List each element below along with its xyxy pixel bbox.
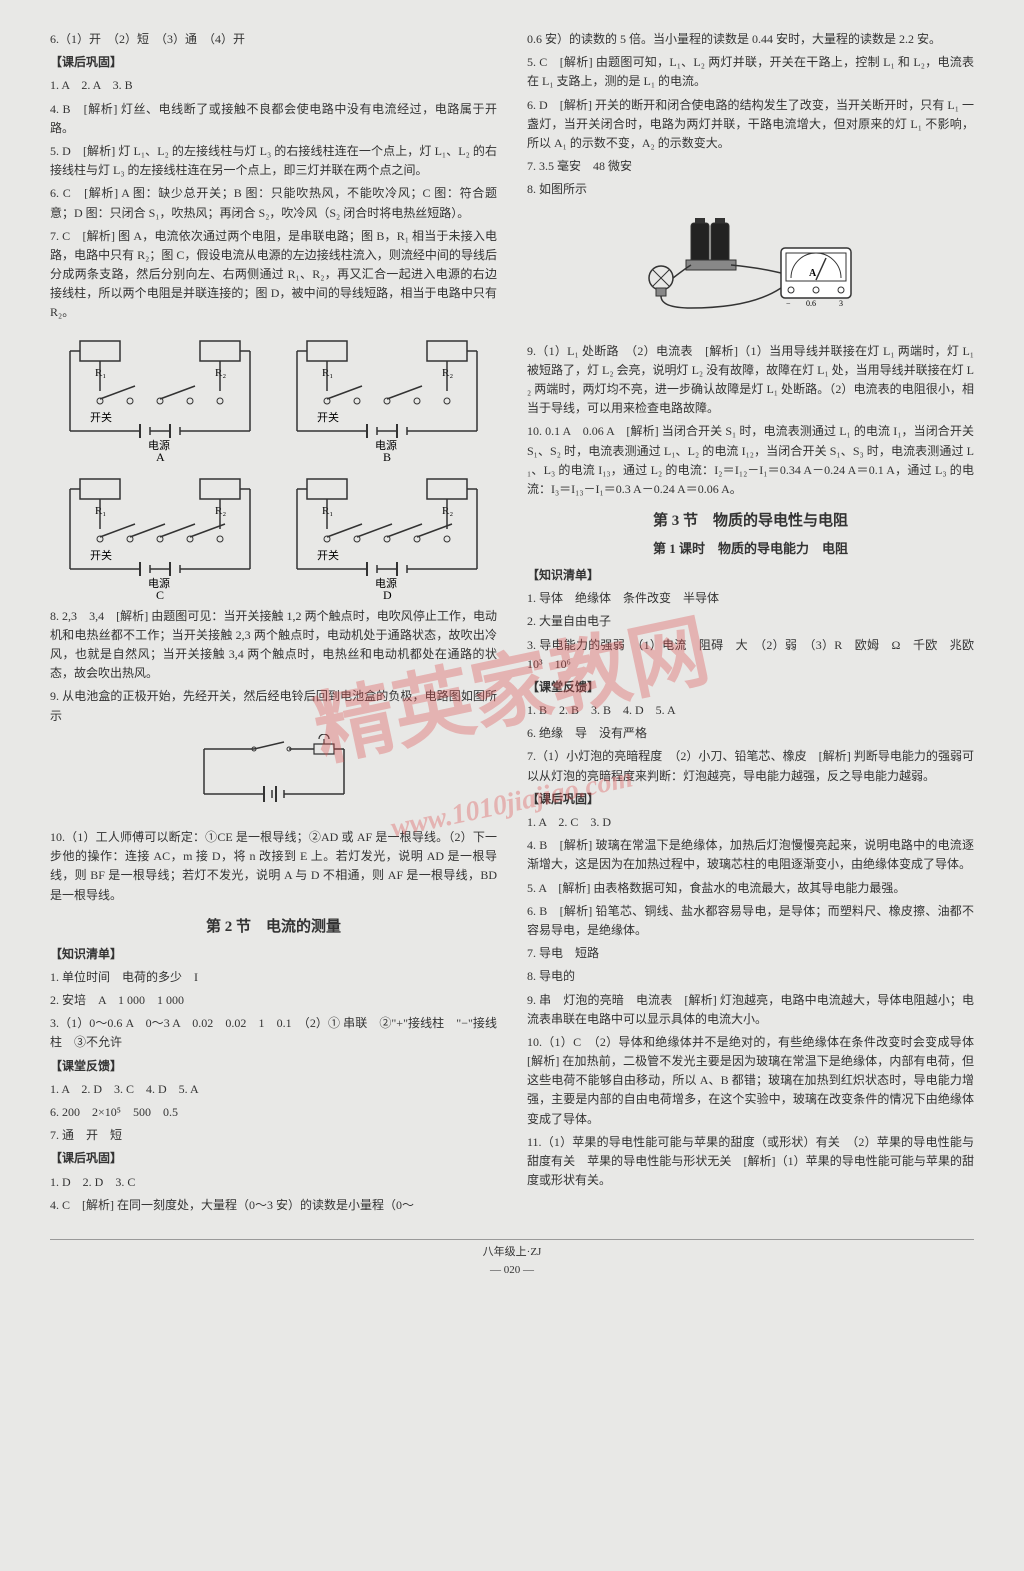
k7: 7. 通 开 短 xyxy=(50,1126,497,1145)
svg-text:C: C xyxy=(156,588,164,599)
left-column: 6.（1）开 （2）短 （3）通 （4）开 【课后巩固】 1. A 2. A 3… xyxy=(50,30,497,1219)
kehou-title: 【课后巩固】 xyxy=(50,53,497,72)
rkh7: 7. 导电 短路 xyxy=(527,944,974,963)
rk7: 7.（1）小灯泡的亮暗程度 （2）小刀、铅笔芯、橡皮 [解析] 判断导电能力的强… xyxy=(527,747,974,785)
r-a9: 9.（1）L₁ 处断路 （2）电流表 [解析]（1）当用导线并联接在灯 L₁ 两… xyxy=(527,342,974,419)
svg-text:开关: 开关 xyxy=(317,410,339,424)
r-a5: 5. C [解析] 由题图可知，L₁、L₂ 两灯并联，开关在干路上，控制 L₁ … xyxy=(527,53,974,91)
r-a10: 10. 0.1 A 0.06 A [解析] 当闭合开关 S₁ 时，电流表测通过 … xyxy=(527,422,974,499)
rz1: 1. 导体 绝缘体 条件改变 半导体 xyxy=(527,589,974,608)
ammeter-diagram: A − 0.6 3 xyxy=(527,208,974,334)
rz3: 3. 导电能力的强弱 （1）电流 阻碍 大 （2）弱 （3）R 欧姆 Ω 千欧 … xyxy=(527,636,974,674)
svg-text:A: A xyxy=(809,268,817,279)
z2: 2. 安培 A 1 000 1 000 xyxy=(50,991,497,1010)
svg-text:D: D xyxy=(383,588,392,599)
circuit-b-svg: R₁ R₂ 开 xyxy=(287,331,487,461)
answer-7: 7. C [解析] 图 A，电流依次通过两个电阻，是串联电路；图 B，R₁ 相当… xyxy=(50,227,497,323)
rkh5: 5. A [解析] 由表格数据可知，食盐水的电流最大，故其导电能力最强。 xyxy=(527,879,974,898)
circuit-a: R₁ R₂ 开 xyxy=(50,331,270,461)
section-2-title: 第 2 节 电流的测量 xyxy=(50,915,497,939)
rkh8: 8. 导电的 xyxy=(527,967,974,986)
section-3-title: 第 3 节 物质的导电性与电阻 xyxy=(527,509,974,533)
svg-text:3: 3 xyxy=(839,299,843,308)
rz2: 2. 大量自由电子 xyxy=(527,612,974,631)
k6: 6. 200 2×10⁵ 500 0.5 xyxy=(50,1103,497,1122)
rkh11: 11.（1）苹果的导电性能可能与苹果的甜度（或形状）有关 （2）苹果的导电性能与… xyxy=(527,1133,974,1191)
answer-8: 8. 2,3 3,4 [解析] 由题图可见：当开关接触 1,2 两个触点时，电吹… xyxy=(50,607,497,684)
footer: 八年级上·ZJ — 020 — xyxy=(50,1239,974,1279)
circuit-a-svg: R₁ R₂ 开 xyxy=(60,331,260,461)
circuit-b: R₁ R₂ 开 xyxy=(278,331,498,461)
z1: 1. 单位时间 电荷的多少 I xyxy=(50,968,497,987)
circuit-c-svg: R₁ R₂ xyxy=(60,469,260,599)
circuit-d: R₁ R₂ xyxy=(278,469,498,599)
svg-text:−: − xyxy=(786,299,791,308)
ammeter-svg: A − 0.6 3 xyxy=(631,208,871,328)
rkh1: 1. A 2. C 3. D xyxy=(527,813,974,832)
cont4: 0.6 安）的读数的 5 倍。当小量程的读数是 0.44 安时，大量程的读数是 … xyxy=(527,30,974,49)
kh1: 1. D 2. D 3. C xyxy=(50,1173,497,1192)
rk6: 6. 绝缘 导 没有严格 xyxy=(527,724,974,743)
rkh6: 6. B [解析] 铅笔芯、铜线、盐水都容易导电，是导体；而塑料尺、橡皮擦、油都… xyxy=(527,902,974,940)
svg-text:开关: 开关 xyxy=(90,548,112,562)
r-a6: 6. D [解析] 开关的断开和闭合使电路的结构发生了改变，当开关断开时，只有 … xyxy=(527,96,974,154)
simple-circuit-svg xyxy=(184,734,364,814)
circuit-d-svg: R₁ R₂ xyxy=(287,469,487,599)
rkh10: 10.（1）C （2）导体和绝缘体并不是绝对的，有些绝缘体在条件改变时会变成导体… xyxy=(527,1033,974,1129)
right-column: 0.6 安）的读数的 5 倍。当小量程的读数是 0.44 安时，大量程的读数是 … xyxy=(527,30,974,1219)
page-container: 6.（1）开 （2）短 （3）通 （4）开 【课后巩固】 1. A 2. A 3… xyxy=(50,30,974,1219)
rkh4: 4. B [解析] 玻璃在常温下是绝缘体，加热后灯泡慢慢亮起来，说明电路中的电流… xyxy=(527,836,974,874)
svg-text:开关: 开关 xyxy=(317,548,339,562)
ketang-title: 【课堂反馈】 xyxy=(50,1057,497,1076)
zhishi-title: 【知识清单】 xyxy=(50,945,497,964)
circuit-c: R₁ R₂ xyxy=(50,469,270,599)
footer-line1: 八年级上·ZJ xyxy=(50,1244,974,1262)
kehou2-title: 【课后巩固】 xyxy=(50,1149,497,1168)
r-kehou-title: 【课后巩固】 xyxy=(527,790,974,809)
footer-line2: — 020 — xyxy=(50,1262,974,1280)
r-ketang-title: 【课堂反馈】 xyxy=(527,678,974,697)
answer-9: 9. 从电池盒的正极开始，先经开关，然后经电铃后回到电池盒的负极，电路图如图所示 xyxy=(50,687,497,725)
answer-10: 10.（1）工人师傅可以断定：①CE 是一根导线；②AD 或 AF 是一根导线。… xyxy=(50,828,497,905)
rkh9: 9. 串 灯泡的亮暗 电流表 [解析] 灯泡越亮，电路中电流越大，导体电阻越小；… xyxy=(527,991,974,1029)
r-a7: 7. 3.5 毫安 48 微安 xyxy=(527,157,974,176)
r-zhishi-title: 【知识清单】 xyxy=(527,566,974,585)
svg-text:开关: 开关 xyxy=(90,410,112,424)
rk1: 1. B 2. B 3. B 4. D 5. A xyxy=(527,701,974,720)
svg-text:A: A xyxy=(156,450,165,461)
circuit-diagram-grid: R₁ R₂ 开 xyxy=(50,331,497,599)
k1: 1. A 2. D 3. C 4. D 5. A xyxy=(50,1080,497,1099)
answer-1-3: 1. A 2. A 3. B xyxy=(50,76,497,95)
answer-4: 4. B [解析] 灯丝、电线断了或接触不良都会使电路中没有电流经过，电路属于开… xyxy=(50,100,497,138)
section-3-sub: 第 1 课时 物质的导电能力 电阻 xyxy=(527,539,974,560)
kh4: 4. C [解析] 在同一刻度处，大量程（0～3 安）的读数是小量程（0～ xyxy=(50,1196,497,1215)
svg-text:0.6: 0.6 xyxy=(806,299,816,308)
r-a8: 8. 如图所示 xyxy=(527,180,974,199)
svg-text:B: B xyxy=(383,450,391,461)
q6: 6.（1）开 （2）短 （3）通 （4）开 xyxy=(50,30,497,49)
simple-circuit-9 xyxy=(50,734,497,820)
answer-5: 5. D [解析] 灯 L₁、L₂ 的左接线柱与灯 L₃ 的右接线柱连在一个点上… xyxy=(50,142,497,180)
answer-6: 6. C [解析] A 图：缺少总开关；B 图：只能吹热风，不能吹冷风；C 图：… xyxy=(50,184,497,222)
z3: 3.（1）0～0.6 A 0～3 A 0.02 0.02 1 0.1 （2）① … xyxy=(50,1014,497,1052)
